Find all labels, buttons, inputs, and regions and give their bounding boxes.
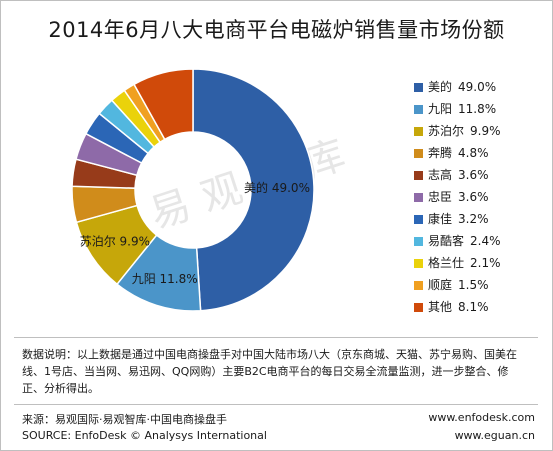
- legend-swatch-6: [414, 215, 423, 224]
- slice-label-1: 九阳 11.8%: [132, 272, 198, 286]
- legend-swatch-2: [414, 127, 423, 136]
- legend-item-4: 志高 3.6%: [414, 164, 501, 186]
- legend-swatch-7: [414, 237, 423, 246]
- slice-10: [133, 68, 194, 141]
- url-eguan[interactable]: www.eguan.cn: [454, 429, 535, 442]
- legend-label-9: 顺庭: [428, 278, 453, 292]
- slice-label-2: 苏泊尔 9.9%: [80, 233, 150, 248]
- legend-swatch-8: [414, 259, 423, 268]
- legend-label-1: 九阳: [428, 102, 453, 116]
- legend-swatch-4: [414, 171, 423, 180]
- legend-value-3: 4.8%: [458, 146, 489, 160]
- divider-top: [14, 337, 538, 338]
- legend-swatch-3: [414, 149, 423, 158]
- legend-label-10: 其他: [428, 300, 453, 314]
- legend-item-6: 康佳 3.2%: [414, 208, 501, 230]
- legend-item-10: 其他 8.1%: [414, 296, 501, 318]
- source-chinese: 来源：易观国际·易观智库·中国电商操盘手: [22, 413, 227, 426]
- legend-value-2: 9.9%: [470, 124, 501, 138]
- legend-label-2: 苏泊尔: [428, 124, 465, 138]
- legend-item-3: 奔腾 4.8%: [414, 142, 501, 164]
- legend-item-9: 顺庭 1.5%: [414, 274, 501, 296]
- legend-label-8: 格兰仕: [428, 256, 465, 270]
- legend-label-0: 美的: [428, 80, 453, 94]
- legend-value-1: 11.8%: [458, 102, 497, 116]
- legend-item-2: 苏泊尔 9.9%: [414, 120, 501, 142]
- legend-value-8: 2.1%: [470, 256, 501, 270]
- slice-label-0: 美的 49.0%: [244, 180, 310, 195]
- source-english: SOURCE: EnfoDesk © Analysys Internationa…: [22, 429, 267, 442]
- legend-value-0: 49.0%: [458, 80, 497, 94]
- legend-swatch-5: [414, 193, 423, 202]
- legend-value-4: 3.6%: [458, 168, 489, 182]
- data-note: 数据说明：以上数据是通过中国电商操盘手对中国大陆市场八大（京东商城、天猫、苏宁易…: [22, 348, 517, 395]
- url-enfodesk[interactable]: www.enfodesk.com: [428, 411, 535, 424]
- legend-item-1: 九阳 11.8%: [414, 98, 501, 120]
- legend-swatch-1: [414, 105, 423, 114]
- legend-swatch-0: [414, 83, 423, 92]
- legend-swatch-9: [414, 281, 423, 290]
- divider-bottom: [14, 404, 538, 405]
- legend-value-9: 1.5%: [458, 278, 489, 292]
- legend-label-7: 易酷客: [428, 234, 465, 248]
- legend-value-7: 2.4%: [470, 234, 501, 248]
- legend: 美的 49.0% 九阳 11.8% 苏泊尔 9.9% 奔腾 4.8% 志高 3.6% 忠臣 3.6% 康…: [414, 76, 501, 318]
- legend-swatch-10: [414, 303, 423, 312]
- chart-title: 2014年6月八大电商平台电磁炉销售量市场份额: [48, 18, 505, 42]
- legend-value-10: 8.1%: [458, 300, 489, 314]
- legend-label-4: 志高: [428, 168, 453, 182]
- legend-item-0: 美的 49.0%: [414, 76, 501, 98]
- legend-item-7: 易酷客 2.4%: [414, 230, 501, 252]
- slice-0: [192, 68, 315, 312]
- legend-label-5: 忠臣: [428, 190, 453, 204]
- legend-label-6: 康佳: [428, 212, 453, 226]
- legend-label-3: 奔腾: [428, 146, 453, 160]
- legend-item-8: 格兰仕 2.1%: [414, 252, 501, 274]
- legend-value-6: 3.2%: [458, 212, 489, 226]
- legend-item-5: 忠臣 3.6%: [414, 186, 501, 208]
- legend-value-5: 3.6%: [458, 190, 489, 204]
